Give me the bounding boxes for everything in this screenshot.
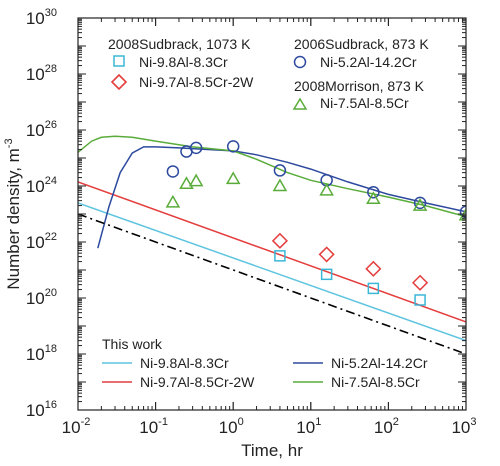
y-tick-label: 1020: [26, 287, 57, 308]
legend-line-label-ni-5.2al-14.2cr: Ni-5.2Al-14.2Cr: [331, 355, 428, 371]
x-tick-label: 10-2: [62, 416, 91, 437]
experimental-markers: [165, 140, 466, 306]
experiment-legend: 2008Sudbrack, 1073 K 2006Sudbrack, 873 K…: [108, 36, 429, 111]
y-tick-label: 1024: [26, 175, 57, 196]
model-lines: [78, 135, 466, 355]
diamond-marker-ni-9.7al-8.5cr-2w: [318, 246, 335, 263]
legend-label-ni-5.2al-14.2cr: Ni-5.2Al-14.2Cr: [320, 54, 417, 70]
y-axis-title: Number density, m-3: [3, 138, 23, 289]
square-marker-ni-9.8al-8.3cr: [320, 268, 333, 281]
legend-header-2008sudbrack: 2008Sudbrack, 1073 K: [108, 36, 251, 52]
line-ni-7.5al-8.5cr: [78, 135, 466, 218]
triangle-marker-icon: [292, 97, 308, 110]
triangle-marker-ni-7.5al-8.5cr: [319, 182, 334, 196]
x-tick-label: 101: [296, 416, 321, 437]
diamond-marker-ni-9.7al-8.5cr-2w: [412, 274, 429, 291]
y-axis-title-sup: -3: [3, 138, 15, 148]
triangle-marker-ni-7.5al-8.5cr: [366, 191, 381, 205]
x-tick-label: 103: [451, 416, 476, 437]
legend-header-2006sudbrack: 2006Sudbrack, 873 K: [294, 36, 429, 52]
axis-tick-labels: 10-2 10-1 100 101 102 103 1016 1018 1020 1022 1024…: [26, 7, 477, 437]
circle-marker-ni-5.2al-14.2cr: [367, 185, 380, 199]
y-tick-label: 1018: [26, 343, 57, 364]
circle-marker-ni-5.2al-14.2cr: [413, 196, 427, 210]
x-axis-title: Time, hr: [241, 441, 303, 460]
x-tick-label: 100: [219, 416, 244, 437]
x-tick-label: 102: [374, 416, 399, 437]
circle-marker-ni-5.2al-14.2cr: [459, 205, 466, 219]
legend-label-ni-7.5al-8.5cr: Ni-7.5Al-8.5Cr: [320, 95, 409, 111]
triangle-marker-ni-7.5al-8.5cr: [412, 198, 428, 211]
diamond-marker-ni-9.7al-8.5cr-2w: [365, 260, 382, 277]
square-marker-ni-9.8al-8.3cr: [414, 294, 426, 306]
circle-marker-ni-5.2al-14.2cr: [226, 140, 240, 153]
triangle-marker-ni-7.5al-8.5cr: [458, 207, 466, 221]
circle-marker-icon: [293, 55, 307, 69]
diamond-marker-ni-9.7al-8.5cr-2w: [271, 232, 288, 249]
y-axis-title-main: Number density, m: [4, 148, 23, 289]
circle-marker-ni-5.2al-14.2cr: [273, 164, 287, 177]
axis-ticks: [77, 17, 467, 411]
line-reference: [78, 213, 466, 355]
square-marker-ni-9.8al-8.3cr: [274, 250, 286, 262]
legend-label-ni-9.7al-8.5cr-2w: Ni-9.7Al-8.5Cr-2W: [139, 74, 254, 90]
circle-marker-ni-5.2al-14.2cr: [189, 141, 203, 155]
circle-marker-ni-5.2al-14.2cr: [166, 165, 180, 178]
y-tick-label: 1030: [26, 7, 57, 28]
triangle-marker-ni-7.5al-8.5cr: [272, 178, 288, 192]
line-ni-5.2al-14.2cr: [97, 146, 466, 249]
legend-header-2008morrison: 2008Morrison, 873 K: [294, 78, 425, 94]
model-legend: This work Ni-9.8Al-8.3Cr Ni-9.7Al-8.5Cr-…: [102, 336, 428, 390]
y-tick-label: 1026: [26, 119, 57, 140]
line-ni-9.8al-8.3cr: [78, 202, 466, 342]
triangle-marker-ni-7.5al-8.5cr: [225, 171, 241, 185]
line-ni-9.7al-8.5cr-2w: [78, 181, 466, 323]
triangle-marker-ni-7.5al-8.5cr: [188, 173, 204, 187]
legend-line-label-ni-7.5al-8.5cr: Ni-7.5Al-8.5Cr: [331, 374, 420, 390]
y-tick-label: 1028: [26, 63, 57, 84]
legend-line-label-ni-9.7al-8.5cr-2w: Ni-9.7Al-8.5Cr-2W: [140, 374, 255, 390]
triangle-marker-ni-7.5al-8.5cr: [165, 194, 181, 208]
legend-header-this-work: This work: [102, 336, 163, 352]
y-tick-label: 1016: [26, 399, 57, 420]
triangle-marker-ni-7.5al-8.5cr: [179, 176, 194, 190]
diamond-marker-icon: [110, 73, 128, 91]
square-marker-icon: [113, 55, 125, 67]
y-tick-label: 1022: [26, 231, 57, 252]
legend-label-ni-9.8al-8.3cr: Ni-9.8Al-8.3Cr: [139, 54, 228, 70]
square-marker-ni-9.8al-8.3cr: [367, 282, 380, 295]
legend-line-label-ni-9.8al-8.3cr: Ni-9.8Al-8.3Cr: [140, 355, 229, 371]
x-tick-label: 10-1: [139, 416, 168, 437]
